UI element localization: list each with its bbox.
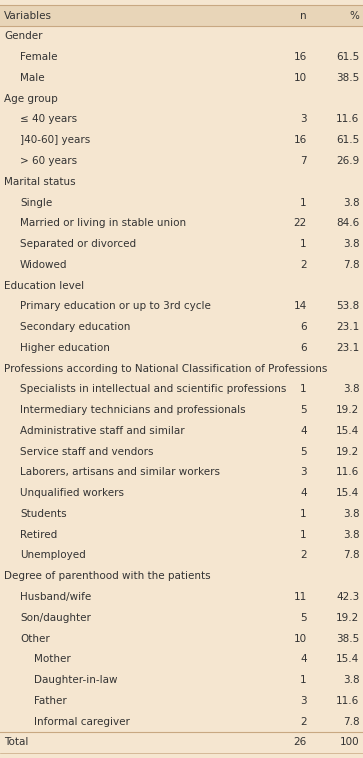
- Text: 1: 1: [300, 239, 307, 249]
- Text: 7.8: 7.8: [343, 550, 359, 560]
- Text: Age group: Age group: [4, 94, 58, 104]
- Text: Mother: Mother: [34, 654, 71, 664]
- Text: Professions according to National Classification of Professions: Professions according to National Classi…: [4, 364, 328, 374]
- Text: 1: 1: [300, 675, 307, 685]
- Text: 7: 7: [300, 156, 307, 166]
- Text: 2: 2: [300, 716, 307, 727]
- Text: Degree of parenthood with the patients: Degree of parenthood with the patients: [4, 572, 211, 581]
- Text: 16: 16: [293, 52, 307, 62]
- Text: n: n: [300, 11, 307, 20]
- Text: Higher education: Higher education: [20, 343, 110, 353]
- Text: %: %: [350, 11, 359, 20]
- Text: Single: Single: [20, 198, 52, 208]
- Text: 7.8: 7.8: [343, 260, 359, 270]
- Text: Students: Students: [20, 509, 66, 519]
- Text: 38.5: 38.5: [336, 634, 359, 644]
- Text: 1: 1: [300, 198, 307, 208]
- Text: Retired: Retired: [20, 530, 57, 540]
- Text: > 60 years: > 60 years: [20, 156, 77, 166]
- Text: Separated or divorced: Separated or divorced: [20, 239, 136, 249]
- Text: 3: 3: [300, 468, 307, 478]
- Text: Primary education or up to 3rd cycle: Primary education or up to 3rd cycle: [20, 302, 211, 312]
- Text: Female: Female: [20, 52, 57, 62]
- Text: 16: 16: [293, 135, 307, 146]
- Text: 4: 4: [300, 654, 307, 664]
- Text: Intermediary technicians and professionals: Intermediary technicians and professiona…: [20, 405, 246, 415]
- Text: Marital status: Marital status: [4, 177, 76, 186]
- Text: 15.4: 15.4: [336, 654, 359, 664]
- Text: 19.2: 19.2: [336, 446, 359, 456]
- Text: 5: 5: [300, 405, 307, 415]
- Text: 19.2: 19.2: [336, 612, 359, 623]
- Text: 23.1: 23.1: [336, 322, 359, 332]
- Text: 3.8: 3.8: [343, 509, 359, 519]
- Text: 3.8: 3.8: [343, 675, 359, 685]
- Text: 6: 6: [300, 343, 307, 353]
- Text: 6: 6: [300, 322, 307, 332]
- Text: 7.8: 7.8: [343, 716, 359, 727]
- Text: 38.5: 38.5: [336, 73, 359, 83]
- Text: Husband/wife: Husband/wife: [20, 592, 91, 602]
- Text: 3: 3: [300, 696, 307, 706]
- Text: 23.1: 23.1: [336, 343, 359, 353]
- Text: Administrative staff and similar: Administrative staff and similar: [20, 426, 185, 436]
- Text: 5: 5: [300, 612, 307, 623]
- Text: Service staff and vendors: Service staff and vendors: [20, 446, 154, 456]
- Text: Son/daughter: Son/daughter: [20, 612, 91, 623]
- Text: 100: 100: [340, 738, 359, 747]
- Text: Widowed: Widowed: [20, 260, 68, 270]
- Text: 3.8: 3.8: [343, 530, 359, 540]
- Text: 19.2: 19.2: [336, 405, 359, 415]
- Text: Other: Other: [20, 634, 50, 644]
- Text: 22: 22: [293, 218, 307, 228]
- Text: 10: 10: [294, 73, 307, 83]
- Text: Unqualified workers: Unqualified workers: [20, 488, 124, 498]
- Text: Variables: Variables: [4, 11, 52, 20]
- Text: ≤ 40 years: ≤ 40 years: [20, 114, 77, 124]
- Text: 2: 2: [300, 550, 307, 560]
- Text: 3.8: 3.8: [343, 198, 359, 208]
- Bar: [0, 5, 363, 26]
- Text: 3.8: 3.8: [343, 239, 359, 249]
- Text: 1: 1: [300, 509, 307, 519]
- Text: Education level: Education level: [4, 280, 85, 290]
- Text: Secondary education: Secondary education: [20, 322, 130, 332]
- Text: 14: 14: [293, 302, 307, 312]
- Text: Laborers, artisans and similar workers: Laborers, artisans and similar workers: [20, 468, 220, 478]
- Text: 53.8: 53.8: [336, 302, 359, 312]
- Text: 11.6: 11.6: [336, 696, 359, 706]
- Text: Male: Male: [20, 73, 45, 83]
- Text: 26: 26: [293, 738, 307, 747]
- Text: ]40-60] years: ]40-60] years: [20, 135, 90, 146]
- Text: Informal caregiver: Informal caregiver: [34, 716, 130, 727]
- Text: 42.3: 42.3: [336, 592, 359, 602]
- Text: Married or living in stable union: Married or living in stable union: [20, 218, 186, 228]
- Text: 10: 10: [294, 634, 307, 644]
- Text: Gender: Gender: [4, 31, 43, 42]
- Text: 15.4: 15.4: [336, 426, 359, 436]
- Text: 4: 4: [300, 426, 307, 436]
- Text: 3: 3: [300, 114, 307, 124]
- Text: Specialists in intellectual and scientific professions: Specialists in intellectual and scientif…: [20, 384, 286, 394]
- Text: 11: 11: [293, 592, 307, 602]
- Text: 3.8: 3.8: [343, 384, 359, 394]
- Text: 1: 1: [300, 384, 307, 394]
- Text: 2: 2: [300, 260, 307, 270]
- Text: 61.5: 61.5: [336, 135, 359, 146]
- Text: 26.9: 26.9: [336, 156, 359, 166]
- Text: Father: Father: [34, 696, 67, 706]
- Text: 11.6: 11.6: [336, 114, 359, 124]
- Text: 84.6: 84.6: [336, 218, 359, 228]
- Text: Total: Total: [4, 738, 29, 747]
- Text: 4: 4: [300, 488, 307, 498]
- Text: Daughter-in-law: Daughter-in-law: [34, 675, 118, 685]
- Text: 61.5: 61.5: [336, 52, 359, 62]
- Text: 15.4: 15.4: [336, 488, 359, 498]
- Text: 1: 1: [300, 530, 307, 540]
- Text: Unemployed: Unemployed: [20, 550, 86, 560]
- Text: 5: 5: [300, 446, 307, 456]
- Text: 11.6: 11.6: [336, 468, 359, 478]
